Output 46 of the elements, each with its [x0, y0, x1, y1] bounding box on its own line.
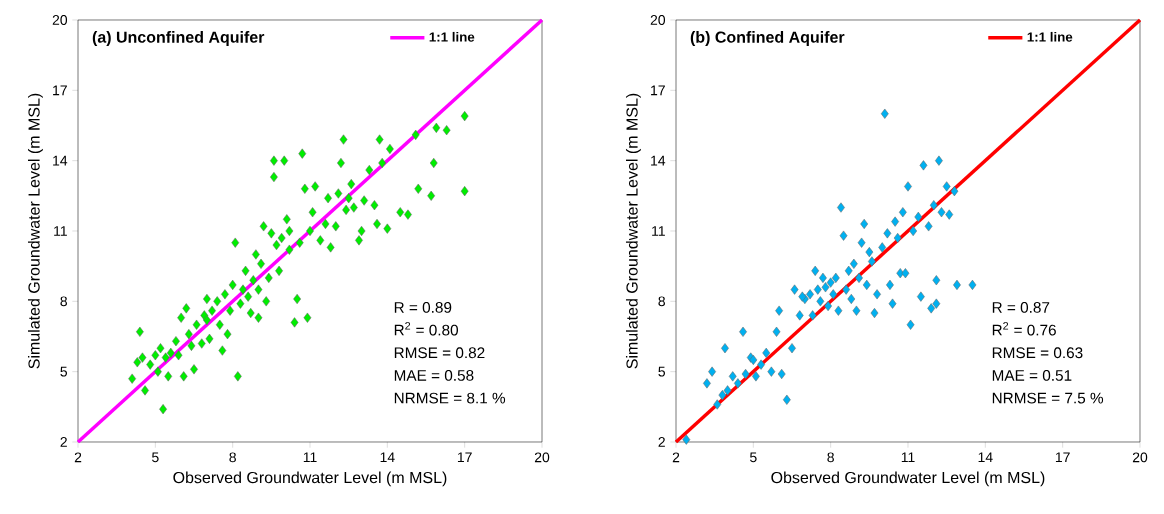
- annotation: R$^{2}$ = 0.76: [992, 322, 1056, 336]
- x-tick-label: 8: [827, 452, 834, 463]
- x-tick-label: 5: [750, 452, 757, 463]
- x-tick-label: 17: [1055, 452, 1070, 463]
- annotation: RMSE = 0.63: [992, 347, 1083, 359]
- annotation: NRMSE = 8.1 %: [394, 392, 506, 404]
- annotation: R = 0.89: [394, 301, 452, 313]
- x-axis-title: Observed Groundwater Level (m MSL): [173, 471, 447, 487]
- x-tick-label: 14: [380, 452, 395, 463]
- annotation: NRMSE = 7.5 %: [992, 392, 1104, 404]
- x-tick-label: 14: [978, 452, 993, 463]
- annotation: R$^{2}$ = 0.80: [394, 322, 458, 336]
- x-tick-label: 11: [303, 452, 317, 463]
- y-tick-label: 5: [658, 366, 666, 377]
- annotation: MAE = 0.51: [992, 369, 1072, 381]
- x-tick-label: 5: [152, 452, 159, 463]
- y-axis-title: Simulated Groundwater Level (m MSL): [625, 93, 641, 369]
- x-tick-label: 2: [672, 452, 680, 463]
- x-tick-label: 17: [457, 452, 472, 463]
- annotation: R = 0.87: [992, 301, 1050, 313]
- x-tick-label: 20: [1132, 452, 1148, 463]
- y-tick-label: 8: [658, 296, 665, 307]
- x-tick-label: 8: [229, 452, 236, 463]
- y-tick-label: 20: [52, 15, 68, 25]
- y-tick-label: 11: [54, 226, 67, 236]
- y-tick-label: 2: [658, 437, 665, 447]
- y-tick-label: 14: [651, 155, 666, 166]
- x-tick-label: 11: [901, 452, 915, 463]
- y-axis-title: Simulated Groundwater Level (m MSL): [27, 93, 43, 369]
- legend-label: 1:1 line: [1027, 31, 1073, 42]
- text: (a) Unconfined Aquifer: [92, 31, 265, 46]
- y-tick-label: 17: [651, 85, 665, 96]
- x-tick-label: 2: [74, 452, 82, 463]
- annotation: RMSE = 0.82: [394, 347, 485, 359]
- text: (b) Confined Aquifer: [690, 31, 845, 46]
- annotation: MAE = 0.58: [394, 369, 474, 381]
- y-tick-label: 20: [650, 15, 666, 25]
- y-tick-label: 17: [53, 85, 67, 96]
- x-tick-label: 20: [534, 452, 550, 463]
- legend-label: 1:1 line: [429, 31, 475, 42]
- y-tick-label: 8: [60, 296, 67, 307]
- y-tick-label: 2: [60, 437, 67, 447]
- x-axis-title: Observed Groundwater Level (m MSL): [771, 471, 1045, 487]
- y-tick-label: 11: [652, 226, 665, 236]
- y-tick-label: 5: [60, 366, 68, 377]
- y-tick-label: 14: [53, 155, 68, 166]
